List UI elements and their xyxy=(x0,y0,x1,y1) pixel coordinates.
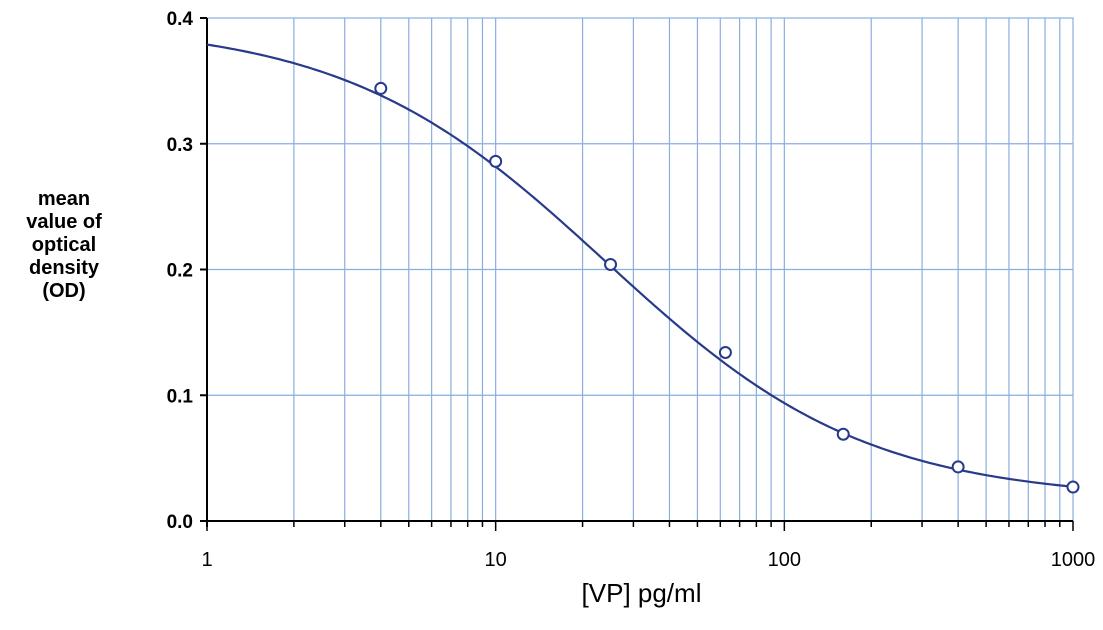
y-tick-label: 0.2 xyxy=(167,261,193,282)
data-point xyxy=(951,460,965,474)
data-point xyxy=(489,154,503,168)
x-axis-label: [VP] pg/ml xyxy=(581,578,702,608)
x-tick-label: 10 xyxy=(485,549,507,571)
y-tick-label: 0.4 xyxy=(167,9,194,30)
y-tick-label: 0.3 xyxy=(167,135,193,156)
y-tick-label: 0.0 xyxy=(167,512,193,533)
x-tick-label: 1000 xyxy=(1051,549,1096,571)
data-point xyxy=(718,345,732,359)
fit-curve xyxy=(206,43,1074,488)
data-point xyxy=(1066,480,1080,494)
x-tick-label: 100 xyxy=(768,549,801,571)
data-point xyxy=(604,257,618,271)
y-axis-label-line: (OD) xyxy=(42,280,86,302)
data-point xyxy=(374,81,388,95)
x-tick-label: 1 xyxy=(201,549,212,571)
y-axis-label-line: mean xyxy=(37,188,91,210)
y-tick-label: 0.1 xyxy=(167,386,194,407)
y-axis-label-line: value of xyxy=(26,211,102,233)
y-axis-label-line: optical xyxy=(31,234,97,256)
y-axis-label: mean value of optical density (OD) xyxy=(8,188,120,303)
y-axis-label-line: density xyxy=(28,257,100,279)
data-point xyxy=(836,427,850,441)
